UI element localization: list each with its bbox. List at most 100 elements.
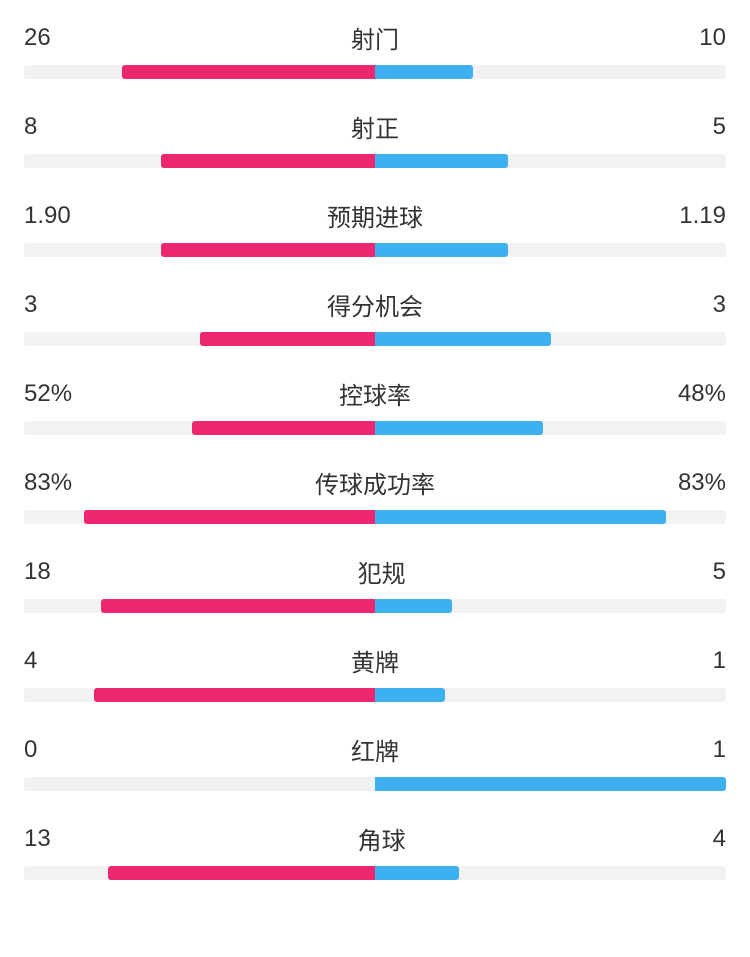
stat-value-right: 83% (678, 469, 726, 497)
stat-bar-right-track (375, 866, 726, 880)
stat-bar-left-track (24, 599, 375, 613)
stat-bar-left-track (24, 154, 375, 168)
stat-labels: 83%传球成功率83% (24, 465, 726, 500)
stat-name: 得分机会 (37, 287, 712, 322)
stat-value-right: 10 (699, 24, 726, 52)
stat-bar-right-fill (375, 154, 508, 168)
stat-value-left: 1.90 (24, 202, 71, 230)
stat-row: 4黄牌1 (24, 643, 726, 702)
stat-labels: 18犯规5 (24, 554, 726, 589)
stat-labels: 1.90预期进球1.19 (24, 198, 726, 233)
stat-bar-left-fill (200, 332, 376, 346)
stat-row: 83%传球成功率83% (24, 465, 726, 524)
stat-bar-right-track (375, 421, 726, 435)
stat-bar-left-track (24, 510, 375, 524)
stat-row: 1.90预期进球1.19 (24, 198, 726, 257)
stat-value-left: 0 (24, 736, 37, 764)
stat-labels: 4黄牌1 (24, 643, 726, 678)
stat-name: 射门 (51, 20, 700, 55)
stat-bar-right-fill (375, 243, 508, 257)
stat-value-right: 4 (713, 825, 726, 853)
stat-bar-left-fill (101, 599, 375, 613)
stat-bar-right-fill (375, 688, 445, 702)
stat-bar-right-fill (375, 599, 452, 613)
stat-bar-left-fill (108, 866, 375, 880)
stat-bar-right-track (375, 65, 726, 79)
stat-bar-right-fill (375, 510, 666, 524)
stat-row: 8射正5 (24, 109, 726, 168)
stat-bar-right-fill (375, 65, 473, 79)
stat-name: 犯规 (51, 554, 713, 589)
stat-bar (24, 154, 726, 168)
stat-bar-left-fill (122, 65, 375, 79)
stat-labels: 26射门10 (24, 20, 726, 55)
stat-value-left: 18 (24, 558, 51, 586)
stat-labels: 8射正5 (24, 109, 726, 144)
stat-bar-left-track (24, 65, 375, 79)
stat-name: 红牌 (37, 732, 712, 767)
stat-bar-right-fill (375, 421, 543, 435)
stat-value-right: 1 (713, 736, 726, 764)
stat-bar-left-fill (161, 154, 375, 168)
stat-value-right: 5 (713, 558, 726, 586)
stat-row: 18犯规5 (24, 554, 726, 613)
stat-value-right: 1 (713, 647, 726, 675)
stat-bar-right-track (375, 243, 726, 257)
stat-value-left: 8 (24, 113, 37, 141)
stat-bar-right-track (375, 154, 726, 168)
stat-bar-right-track (375, 510, 726, 524)
stat-bar (24, 777, 726, 791)
stat-labels: 0红牌1 (24, 732, 726, 767)
stat-bar (24, 599, 726, 613)
stat-bar-left-track (24, 777, 375, 791)
stat-bar-right-track (375, 599, 726, 613)
stat-bar (24, 688, 726, 702)
stat-value-left: 13 (24, 825, 51, 853)
stat-value-right: 1.19 (679, 202, 726, 230)
stat-bar (24, 866, 726, 880)
stat-bar-left-track (24, 332, 375, 346)
stat-value-right: 3 (713, 291, 726, 319)
stat-bar-left-track (24, 866, 375, 880)
stat-value-right: 5 (713, 113, 726, 141)
stat-name: 射正 (37, 109, 712, 144)
stat-labels: 52%控球率48% (24, 376, 726, 411)
stat-value-left: 52% (24, 380, 72, 408)
stat-name: 角球 (51, 821, 713, 856)
stat-value-right: 48% (678, 380, 726, 408)
stat-name: 传球成功率 (72, 465, 678, 500)
stat-bar-left-track (24, 688, 375, 702)
stat-value-left: 83% (24, 469, 72, 497)
stat-bar-right-track (375, 688, 726, 702)
stat-bar-right-fill (375, 777, 726, 791)
stat-bar-left-track (24, 243, 375, 257)
stat-bar-left-track (24, 421, 375, 435)
stat-name: 预期进球 (71, 198, 680, 233)
stat-bar-right-track (375, 777, 726, 791)
stat-bar (24, 65, 726, 79)
stat-row: 13角球4 (24, 821, 726, 880)
stat-bar-right-track (375, 332, 726, 346)
stat-row: 3得分机会3 (24, 287, 726, 346)
stat-bar (24, 510, 726, 524)
stat-bar (24, 421, 726, 435)
stat-value-left: 26 (24, 24, 51, 52)
stat-row: 52%控球率48% (24, 376, 726, 435)
stat-bar-left-fill (161, 243, 375, 257)
stat-labels: 3得分机会3 (24, 287, 726, 322)
stat-bar-right-fill (375, 866, 459, 880)
stat-row: 0红牌1 (24, 732, 726, 791)
stat-bar-left-fill (84, 510, 375, 524)
stat-value-left: 4 (24, 647, 37, 675)
stat-bar-left-fill (192, 421, 375, 435)
stat-labels: 13角球4 (24, 821, 726, 856)
stat-name: 控球率 (72, 376, 678, 411)
stat-name: 黄牌 (37, 643, 712, 678)
match-stats-list: 26射门108射正51.90预期进球1.193得分机会352%控球率48%83%… (24, 20, 726, 880)
stat-row: 26射门10 (24, 20, 726, 79)
stat-value-left: 3 (24, 291, 37, 319)
stat-bar (24, 332, 726, 346)
stat-bar-left-fill (94, 688, 375, 702)
stat-bar (24, 243, 726, 257)
stat-bar-right-fill (375, 332, 551, 346)
